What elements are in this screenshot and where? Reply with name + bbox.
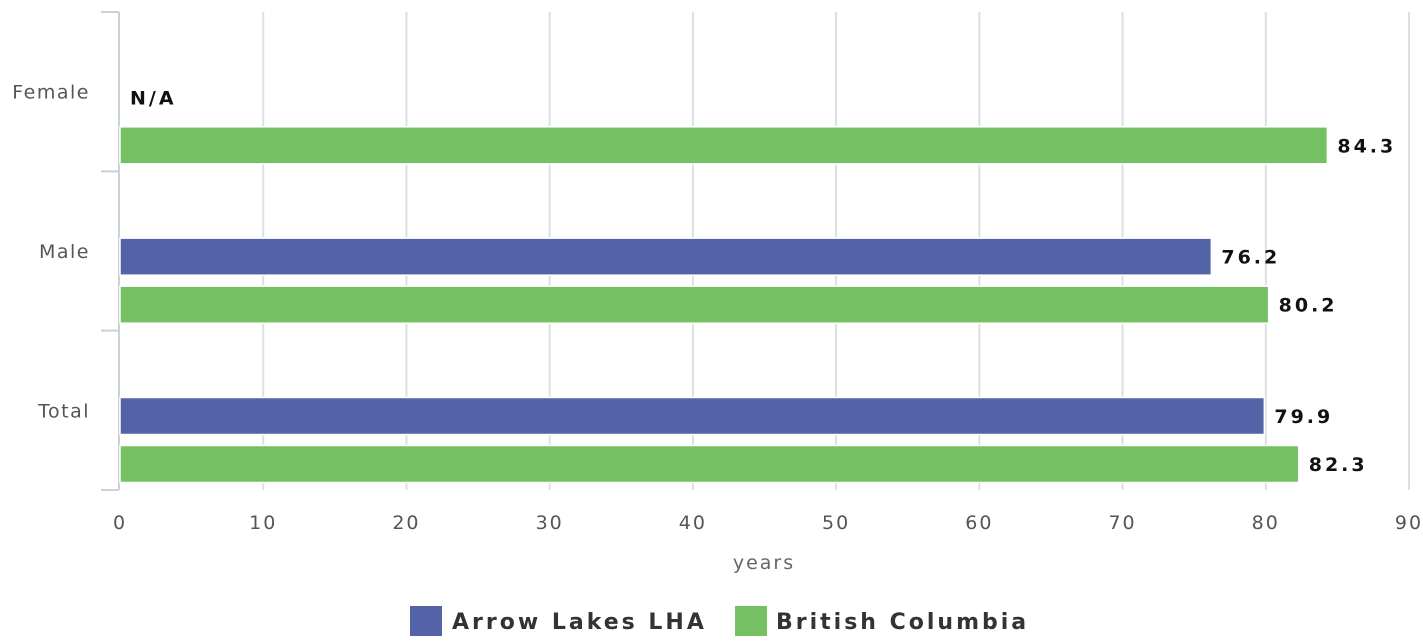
x-axis-title: years (733, 552, 795, 574)
data-label: 80.2 (1279, 295, 1338, 317)
data-label: 79.9 (1274, 406, 1333, 428)
x-tick-label: 10 (249, 512, 277, 534)
x-axis-tick-labels: 0 10 20 30 40 50 60 70 80 90 (113, 512, 1423, 534)
bar (119, 126, 1329, 165)
category-label: Male (39, 241, 90, 263)
bars (119, 126, 1329, 484)
legend-swatch (735, 606, 767, 636)
data-label: 84.3 (1337, 135, 1396, 157)
legend-label[interactable]: British Columbia (776, 610, 1029, 635)
x-tick-label: 30 (536, 512, 564, 534)
bar (119, 396, 1266, 436)
x-tick-label: 60 (965, 512, 993, 534)
bar (119, 285, 1270, 324)
category-label: Total (37, 400, 90, 422)
legend-label[interactable]: Arrow Lakes LHA (452, 610, 707, 635)
data-label: 82.3 (1309, 454, 1368, 476)
category-labels: Female Male Total (12, 82, 90, 423)
legend-swatch (410, 606, 442, 636)
x-tick-label: 90 (1395, 512, 1423, 534)
x-tick-label: 50 (822, 512, 850, 534)
data-labels: N/A 84.3 76.2 80.2 79.9 82.3 (130, 87, 1396, 476)
data-label: 76.2 (1221, 247, 1280, 269)
x-tick-label: 0 (113, 512, 127, 534)
category-axis (101, 11, 120, 491)
x-tick-label: 70 (1108, 512, 1136, 534)
data-label: N/A (130, 87, 177, 109)
x-tick-label: 20 (392, 512, 420, 534)
category-label: Female (12, 82, 90, 104)
x-tick-label: 80 (1252, 512, 1280, 534)
x-tick-label: 40 (679, 512, 707, 534)
bar (119, 444, 1300, 484)
legend: Arrow Lakes LHA British Columbia (410, 606, 1029, 636)
bar (119, 237, 1213, 276)
